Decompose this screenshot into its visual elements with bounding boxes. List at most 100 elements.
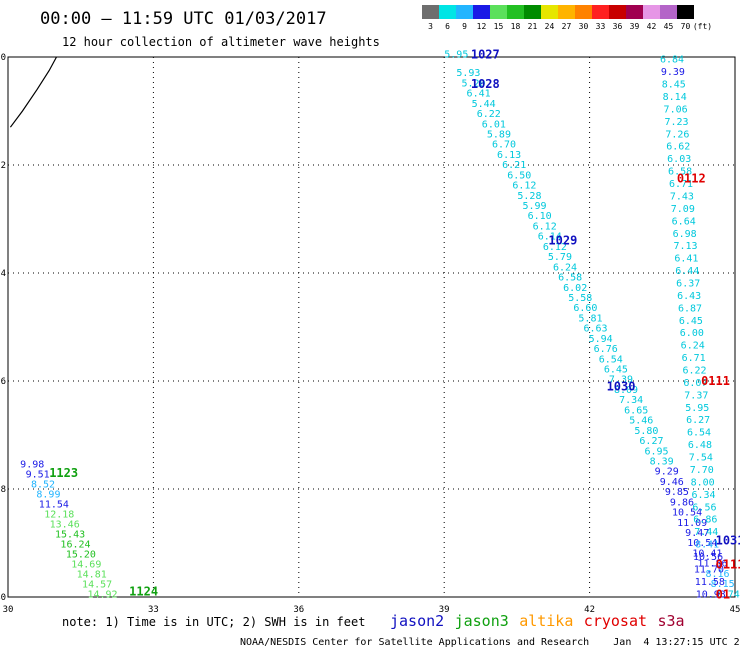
swh-value-label: 5.93 (456, 68, 480, 79)
swh-value-label: 11.58 (695, 577, 725, 588)
swh-value-label: 6.58 (668, 167, 692, 178)
swh-value-label: 11.86 (697, 559, 727, 570)
colorbar-label: 6 (445, 22, 450, 31)
swh-value-label: 8.99 (36, 490, 60, 501)
swh-value-label: 12.18 (44, 510, 74, 521)
swh-value-label: 6.70 (492, 140, 516, 151)
swh-value-label: 7.34 (619, 395, 643, 406)
swh-value-label: 6.10 (528, 211, 552, 222)
colorbar-swatch (626, 5, 643, 19)
swh-value-label: 6.12 (533, 221, 557, 232)
colorbar-label: 30 (579, 22, 589, 31)
swh-value-label: 5.58 (568, 293, 592, 304)
x-tick-label: 39 (439, 605, 450, 615)
colorbar-swatch (473, 5, 490, 19)
colorbar-label: 24 (545, 22, 555, 31)
swh-value-label: 14.92 (87, 589, 117, 600)
swh-value-label: 9.46 (660, 477, 684, 488)
swh-value-label: 8.39 (650, 456, 674, 467)
y-tick-label: -38 (0, 485, 6, 495)
swh-value-label: 11.54 (39, 500, 69, 511)
swh-value-label: 8.15 (711, 579, 735, 590)
x-tick-label: 45 (730, 605, 740, 615)
swh-value-label: 5.99 (522, 201, 546, 212)
satellite-legend-entry: jason3 (455, 612, 509, 630)
swh-value-label: 10.41 (692, 548, 722, 559)
swh-value-label: 6.34 (692, 490, 716, 501)
swh-value-label: 6.62 (666, 142, 690, 153)
swh-value-label: 6.12 (543, 242, 567, 253)
swh-value-label: 6.48 (688, 440, 712, 451)
swh-value-label: 5.95 (444, 49, 468, 60)
pass-label: 0112 (677, 172, 706, 186)
pass-label: 1027 (471, 47, 500, 61)
y-tick-label: -34 (0, 269, 6, 279)
colorbar-label: 33 (596, 22, 606, 31)
swh-value-label: 6.54 (599, 354, 623, 365)
swh-value-label: 5.80 (634, 426, 658, 437)
y-tick-label: -30 (0, 53, 6, 63)
x-tick-label: 36 (293, 605, 304, 615)
swh-value-label: 5.44 (472, 99, 496, 110)
colorbar-swatch (524, 5, 541, 19)
coastline (9, 56, 58, 128)
swh-value-label: 9.85 (665, 487, 689, 498)
colorbar-label: 39 (630, 22, 640, 31)
swh-value-label: 6.37 (676, 278, 700, 289)
swh-value-label: 6.50 (507, 170, 531, 181)
swh-value-label: 5.94 (589, 334, 613, 345)
x-tick-label: 30 (3, 605, 14, 615)
swh-value-label: 6.01 (482, 119, 506, 130)
swh-value-label: 6.27 (686, 415, 710, 426)
swh-value-label: 8.45 (662, 80, 686, 91)
chart-title: 00:00 – 11:59 UTC 01/03/2017 (40, 9, 327, 29)
swh-value-label: 6.07 (683, 378, 707, 389)
satellite-legend-entry: cryosat (584, 612, 647, 630)
swh-value-label: 6.45 (604, 365, 628, 376)
satellite-legend-entry: altika (519, 612, 573, 630)
colorbar-swatch (490, 5, 507, 19)
colorbar-label: 45 (664, 22, 674, 31)
swh-value-label: 10.54 (687, 538, 717, 549)
colorbar-swatch (456, 5, 473, 19)
colorbar-label: 21 (528, 22, 538, 31)
y-tick-label: -36 (0, 377, 6, 387)
chart-subtitle: 12 hour collection of altimeter wave hei… (62, 35, 380, 49)
swh-value-label: 6.41 (674, 254, 698, 265)
swh-value-label: 7.43 (670, 191, 694, 202)
swh-value-label: 6.43 (677, 291, 701, 302)
swh-value-label: 5.79 (548, 252, 572, 263)
x-tick-label: 42 (584, 605, 595, 615)
satellite-legend-entry: jason2 (390, 612, 444, 630)
swh-value-label: 6.21 (502, 160, 526, 171)
swh-value-label: 6.54 (687, 428, 711, 439)
swh-value-label: 5.20 (461, 78, 485, 89)
swh-value-label: 11.09 (677, 518, 707, 529)
pass-label: 1124 (129, 585, 158, 599)
swh-value-label: 5.95 (685, 403, 709, 414)
colorbar-label: 12 (477, 22, 487, 31)
swh-value-label: 5.28 (517, 191, 541, 202)
swh-value-label: 6.22 (682, 366, 706, 377)
swh-value-label: 14.81 (77, 569, 107, 580)
colorbar-label: (ft) (693, 22, 712, 31)
swh-value-label: 8.00 (691, 477, 715, 488)
pass-label: 1028 (471, 77, 500, 91)
swh-value-label: 6.14 (538, 232, 562, 243)
swh-value-label: 6.95 (645, 446, 669, 457)
colorbar-label: 27 (562, 22, 572, 31)
pass-label: 1030 (607, 379, 636, 393)
pass-label: 1029 (548, 234, 577, 248)
colorbar-swatch (507, 5, 524, 19)
swh-value-label: 6.76 (594, 344, 618, 355)
swh-value-label: 6.02 (563, 283, 587, 294)
swh-value-label: 13.46 (50, 520, 80, 531)
colorbar-label: 18 (511, 22, 521, 31)
swh-value-label: 10.54 (672, 508, 702, 519)
swh-value-label: 7.26 (665, 129, 689, 140)
swh-value-label: 5.81 (578, 313, 602, 324)
swh-value-label: 5.46 (629, 416, 653, 427)
colorbar-swatch (422, 5, 439, 19)
swh-value-label: 8.14 (663, 92, 687, 103)
swh-value-label: 15.20 (66, 549, 96, 560)
